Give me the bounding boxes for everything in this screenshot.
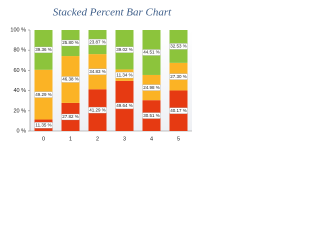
x-tick-label: 1 bbox=[69, 136, 72, 142]
value-label-box bbox=[88, 38, 107, 46]
value-label-box bbox=[61, 39, 80, 47]
value-label: 27.30 % bbox=[170, 74, 187, 79]
value-label-box bbox=[169, 43, 188, 50]
value-label: 30.51 % bbox=[143, 113, 160, 118]
value-label-box bbox=[34, 122, 53, 129]
x-tick-label: 5 bbox=[177, 136, 180, 142]
value-label: 44.51 % bbox=[143, 50, 160, 55]
y-tick-label: 80 % bbox=[13, 48, 26, 54]
value-label: 49.29 % bbox=[35, 92, 52, 97]
value-label: 24.98 % bbox=[143, 85, 160, 90]
value-label: 46.38 % bbox=[62, 77, 79, 82]
value-label: 23.87 % bbox=[89, 39, 106, 44]
value-label-box bbox=[115, 46, 134, 53]
value-label-box bbox=[142, 112, 161, 119]
y-tick-label: 100 % bbox=[10, 27, 26, 33]
page: Stacked Percent Bar Chart 0 % 20 % 40 % 60 … bbox=[0, 0, 200, 150]
y-tick-label: 0 % bbox=[17, 128, 27, 134]
value-label-box bbox=[115, 102, 134, 110]
value-label-box bbox=[61, 113, 80, 121]
x-tick-label: 4 bbox=[150, 136, 153, 142]
y-tick-label: 60 % bbox=[13, 68, 26, 74]
chart: Stacked Percent Bar Chart 0 % 20 % 40 % 60 … bbox=[10, 7, 192, 142]
value-label-box bbox=[169, 73, 188, 80]
value-label-box bbox=[169, 107, 188, 114]
value-label-box bbox=[142, 49, 161, 56]
value-label: 49.64 % bbox=[116, 103, 133, 108]
value-label-box bbox=[142, 84, 161, 91]
value-label: 27.82 % bbox=[62, 114, 79, 119]
x-tick-label: 3 bbox=[123, 136, 126, 142]
value-label: 41.29 % bbox=[89, 107, 106, 112]
chart-title: Stacked Percent Bar Chart bbox=[53, 7, 172, 19]
value-label: 11.35 % bbox=[35, 122, 51, 127]
value-label: 39.36 % bbox=[35, 47, 52, 52]
value-label: 39.02 % bbox=[116, 47, 133, 52]
x-tick-label: 2 bbox=[96, 136, 99, 142]
value-label-box bbox=[88, 68, 107, 75]
value-label-box bbox=[61, 76, 80, 83]
value-label-box bbox=[34, 46, 53, 54]
y-tick-label: 40 % bbox=[13, 88, 26, 94]
value-label-box bbox=[88, 106, 107, 114]
plot-area bbox=[30, 30, 192, 131]
value-label-box bbox=[115, 71, 134, 79]
value-label: 25.80 % bbox=[62, 40, 79, 45]
value-label: 40.17 % bbox=[170, 108, 187, 113]
x-tick-label: 0 bbox=[42, 136, 45, 142]
value-label-box bbox=[34, 91, 53, 98]
y-tick-label: 20 % bbox=[13, 108, 26, 114]
value-label: 34.83 % bbox=[89, 69, 106, 74]
value-label: 32.53 % bbox=[170, 44, 187, 49]
value-label: 11.34 % bbox=[116, 72, 132, 77]
